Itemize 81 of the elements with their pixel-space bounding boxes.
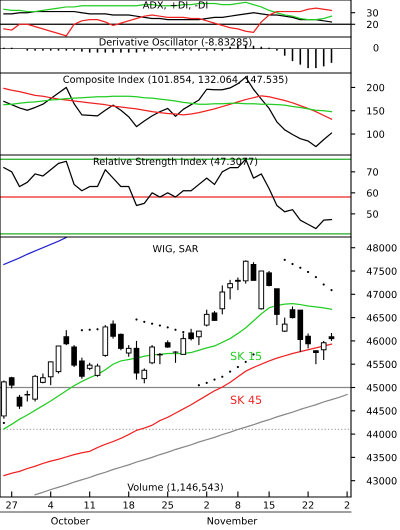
line-series bbox=[3, 2, 332, 20]
candlestick bbox=[180, 332, 186, 355]
y-tick-label: 50 bbox=[367, 210, 378, 218]
series-label: SK 15 bbox=[230, 352, 262, 360]
candlestick bbox=[94, 363, 100, 378]
candlestick bbox=[32, 374, 38, 402]
candlestick bbox=[235, 276, 241, 291]
y-tick-label: 30 bbox=[367, 9, 378, 17]
line-series bbox=[3, 88, 332, 120]
x-tick-label: 2 bbox=[204, 501, 209, 509]
y-tick-label: 47000 bbox=[366, 290, 397, 298]
x-tick-label: 25 bbox=[162, 501, 174, 509]
y-tick-label: 43000 bbox=[366, 477, 397, 485]
y-tick-label: 43500 bbox=[366, 454, 397, 462]
y-tick-label: 70 bbox=[367, 168, 378, 176]
candlestick bbox=[24, 390, 30, 402]
candlestick bbox=[172, 350, 178, 364]
point bbox=[213, 378, 216, 381]
line-series bbox=[3, 237, 67, 266]
candlestick bbox=[141, 368, 148, 384]
candlestick bbox=[63, 330, 70, 346]
y-tick-label: 200 bbox=[366, 84, 384, 92]
candlestick bbox=[48, 360, 54, 386]
y-tick-label: 46500 bbox=[366, 314, 397, 322]
y-tick-label: 48000 bbox=[366, 244, 397, 252]
candlestick bbox=[250, 262, 256, 281]
candlestick bbox=[204, 309, 210, 328]
text: 0 bbox=[374, 44, 378, 52]
candlestick bbox=[320, 340, 327, 361]
candlestick bbox=[188, 328, 194, 341]
y-tick-label: 47500 bbox=[366, 267, 397, 275]
y-tick-label: 45000 bbox=[366, 384, 397, 392]
candlestick bbox=[118, 332, 124, 351]
point bbox=[135, 318, 138, 321]
candlestick bbox=[212, 310, 218, 322]
candlestick bbox=[40, 372, 46, 384]
candlestick bbox=[196, 330, 202, 346]
text: November bbox=[208, 516, 258, 525]
candlestick bbox=[219, 284, 226, 315]
candlestick bbox=[126, 344, 132, 358]
x-tick-label: 8 bbox=[235, 501, 240, 509]
series-label: SK 45 bbox=[230, 396, 262, 404]
x-tick-label: 2 bbox=[344, 501, 350, 509]
y-tick-label: 100 bbox=[367, 130, 384, 138]
line-series bbox=[3, 76, 332, 148]
point bbox=[291, 262, 294, 266]
line-series bbox=[3, 303, 332, 430]
y-tick-label: 150 bbox=[367, 107, 384, 115]
x-tick-label: 4 bbox=[48, 501, 54, 509]
line-series bbox=[3, 344, 332, 476]
candlestick bbox=[242, 260, 249, 284]
y-tick-label: 60 bbox=[366, 189, 378, 197]
y-tick-label: 45500 bbox=[366, 360, 397, 368]
x-tick-label: 15 bbox=[264, 501, 274, 509]
candlestick bbox=[290, 306, 296, 320]
candlestick bbox=[149, 344, 155, 365]
candlestick bbox=[157, 352, 163, 365]
candlestick bbox=[305, 332, 311, 349]
y-tick-label: 46000 bbox=[366, 337, 397, 345]
candlestick bbox=[227, 279, 233, 300]
candlestick bbox=[282, 317, 288, 333]
line-series bbox=[34, 394, 348, 496]
x-tick-label: 27 bbox=[6, 501, 18, 509]
x-tick-label: 11 bbox=[84, 501, 95, 509]
candlestick bbox=[313, 350, 319, 365]
candlestick bbox=[71, 344, 77, 368]
text: October bbox=[51, 516, 90, 525]
x-tick-label: 18 bbox=[124, 501, 134, 509]
candlestick bbox=[16, 394, 22, 410]
text: WIG, SAR bbox=[152, 244, 198, 254]
candlestick bbox=[79, 357, 85, 380]
line-series bbox=[3, 96, 332, 112]
candlestick bbox=[266, 270, 272, 287]
line-series bbox=[3, 158, 332, 230]
y-tick-label: 44000 bbox=[366, 430, 397, 438]
y-tick-label: 44500 bbox=[366, 407, 397, 415]
y-tick-label: 20 bbox=[366, 20, 378, 28]
x-tick-label: 22 bbox=[302, 501, 314, 509]
candlestick bbox=[110, 320, 116, 340]
chart-title: Derivative Oscillator (-8.83285) bbox=[100, 38, 252, 47]
annotation: Volume (1,146,543) bbox=[127, 483, 223, 492]
